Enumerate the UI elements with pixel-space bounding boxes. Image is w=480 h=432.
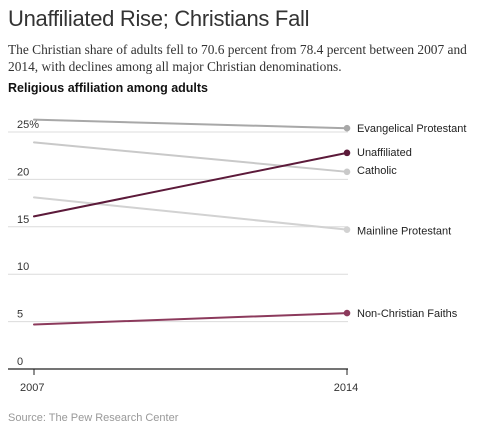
y-tick-label: 15 bbox=[17, 214, 29, 226]
y-tick-label: 0 bbox=[17, 356, 23, 368]
series-end-point bbox=[343, 124, 351, 132]
y-tick-label: 20 bbox=[17, 166, 29, 178]
series-line-non-christian-faiths bbox=[33, 312, 348, 326]
series-line-unaffiliated bbox=[33, 151, 348, 218]
y-tick-label: 5 bbox=[17, 309, 23, 321]
series-end-point bbox=[343, 168, 351, 176]
series-end-point bbox=[343, 309, 351, 317]
series-label: Unaffiliated bbox=[357, 147, 412, 159]
y-tick-label: 25% bbox=[17, 119, 39, 131]
series-label: Catholic bbox=[357, 165, 397, 177]
series-label: Mainline Protestant bbox=[357, 226, 451, 238]
x-tick-label: 2014 bbox=[334, 382, 358, 394]
chart-section-label: Religious affiliation among adults bbox=[8, 81, 209, 95]
series-line-catholic bbox=[33, 141, 348, 173]
line-chart: 0 5 10 15 20 25% 2007 2014 Evangelical Protestan… bbox=[8, 118, 466, 394]
series-end-point bbox=[343, 149, 351, 157]
x-tick-label: 2007 bbox=[20, 382, 44, 394]
series-line-evangelical-protestant bbox=[33, 118, 348, 130]
chart-title: Unaffiliated Rise; Christians Fall bbox=[8, 6, 310, 31]
series-end-point bbox=[343, 226, 351, 233]
series-line-mainline-protestant bbox=[33, 196, 348, 231]
chart-subtitle: The Christian share of adults fell to 70… bbox=[8, 42, 467, 74]
series-label: Evangelical Protestant bbox=[357, 123, 466, 135]
series-label: Non-Christian Faiths bbox=[357, 308, 458, 320]
y-tick-label: 10 bbox=[17, 261, 29, 273]
source-note: Source: The Pew Research Center bbox=[8, 412, 179, 424]
